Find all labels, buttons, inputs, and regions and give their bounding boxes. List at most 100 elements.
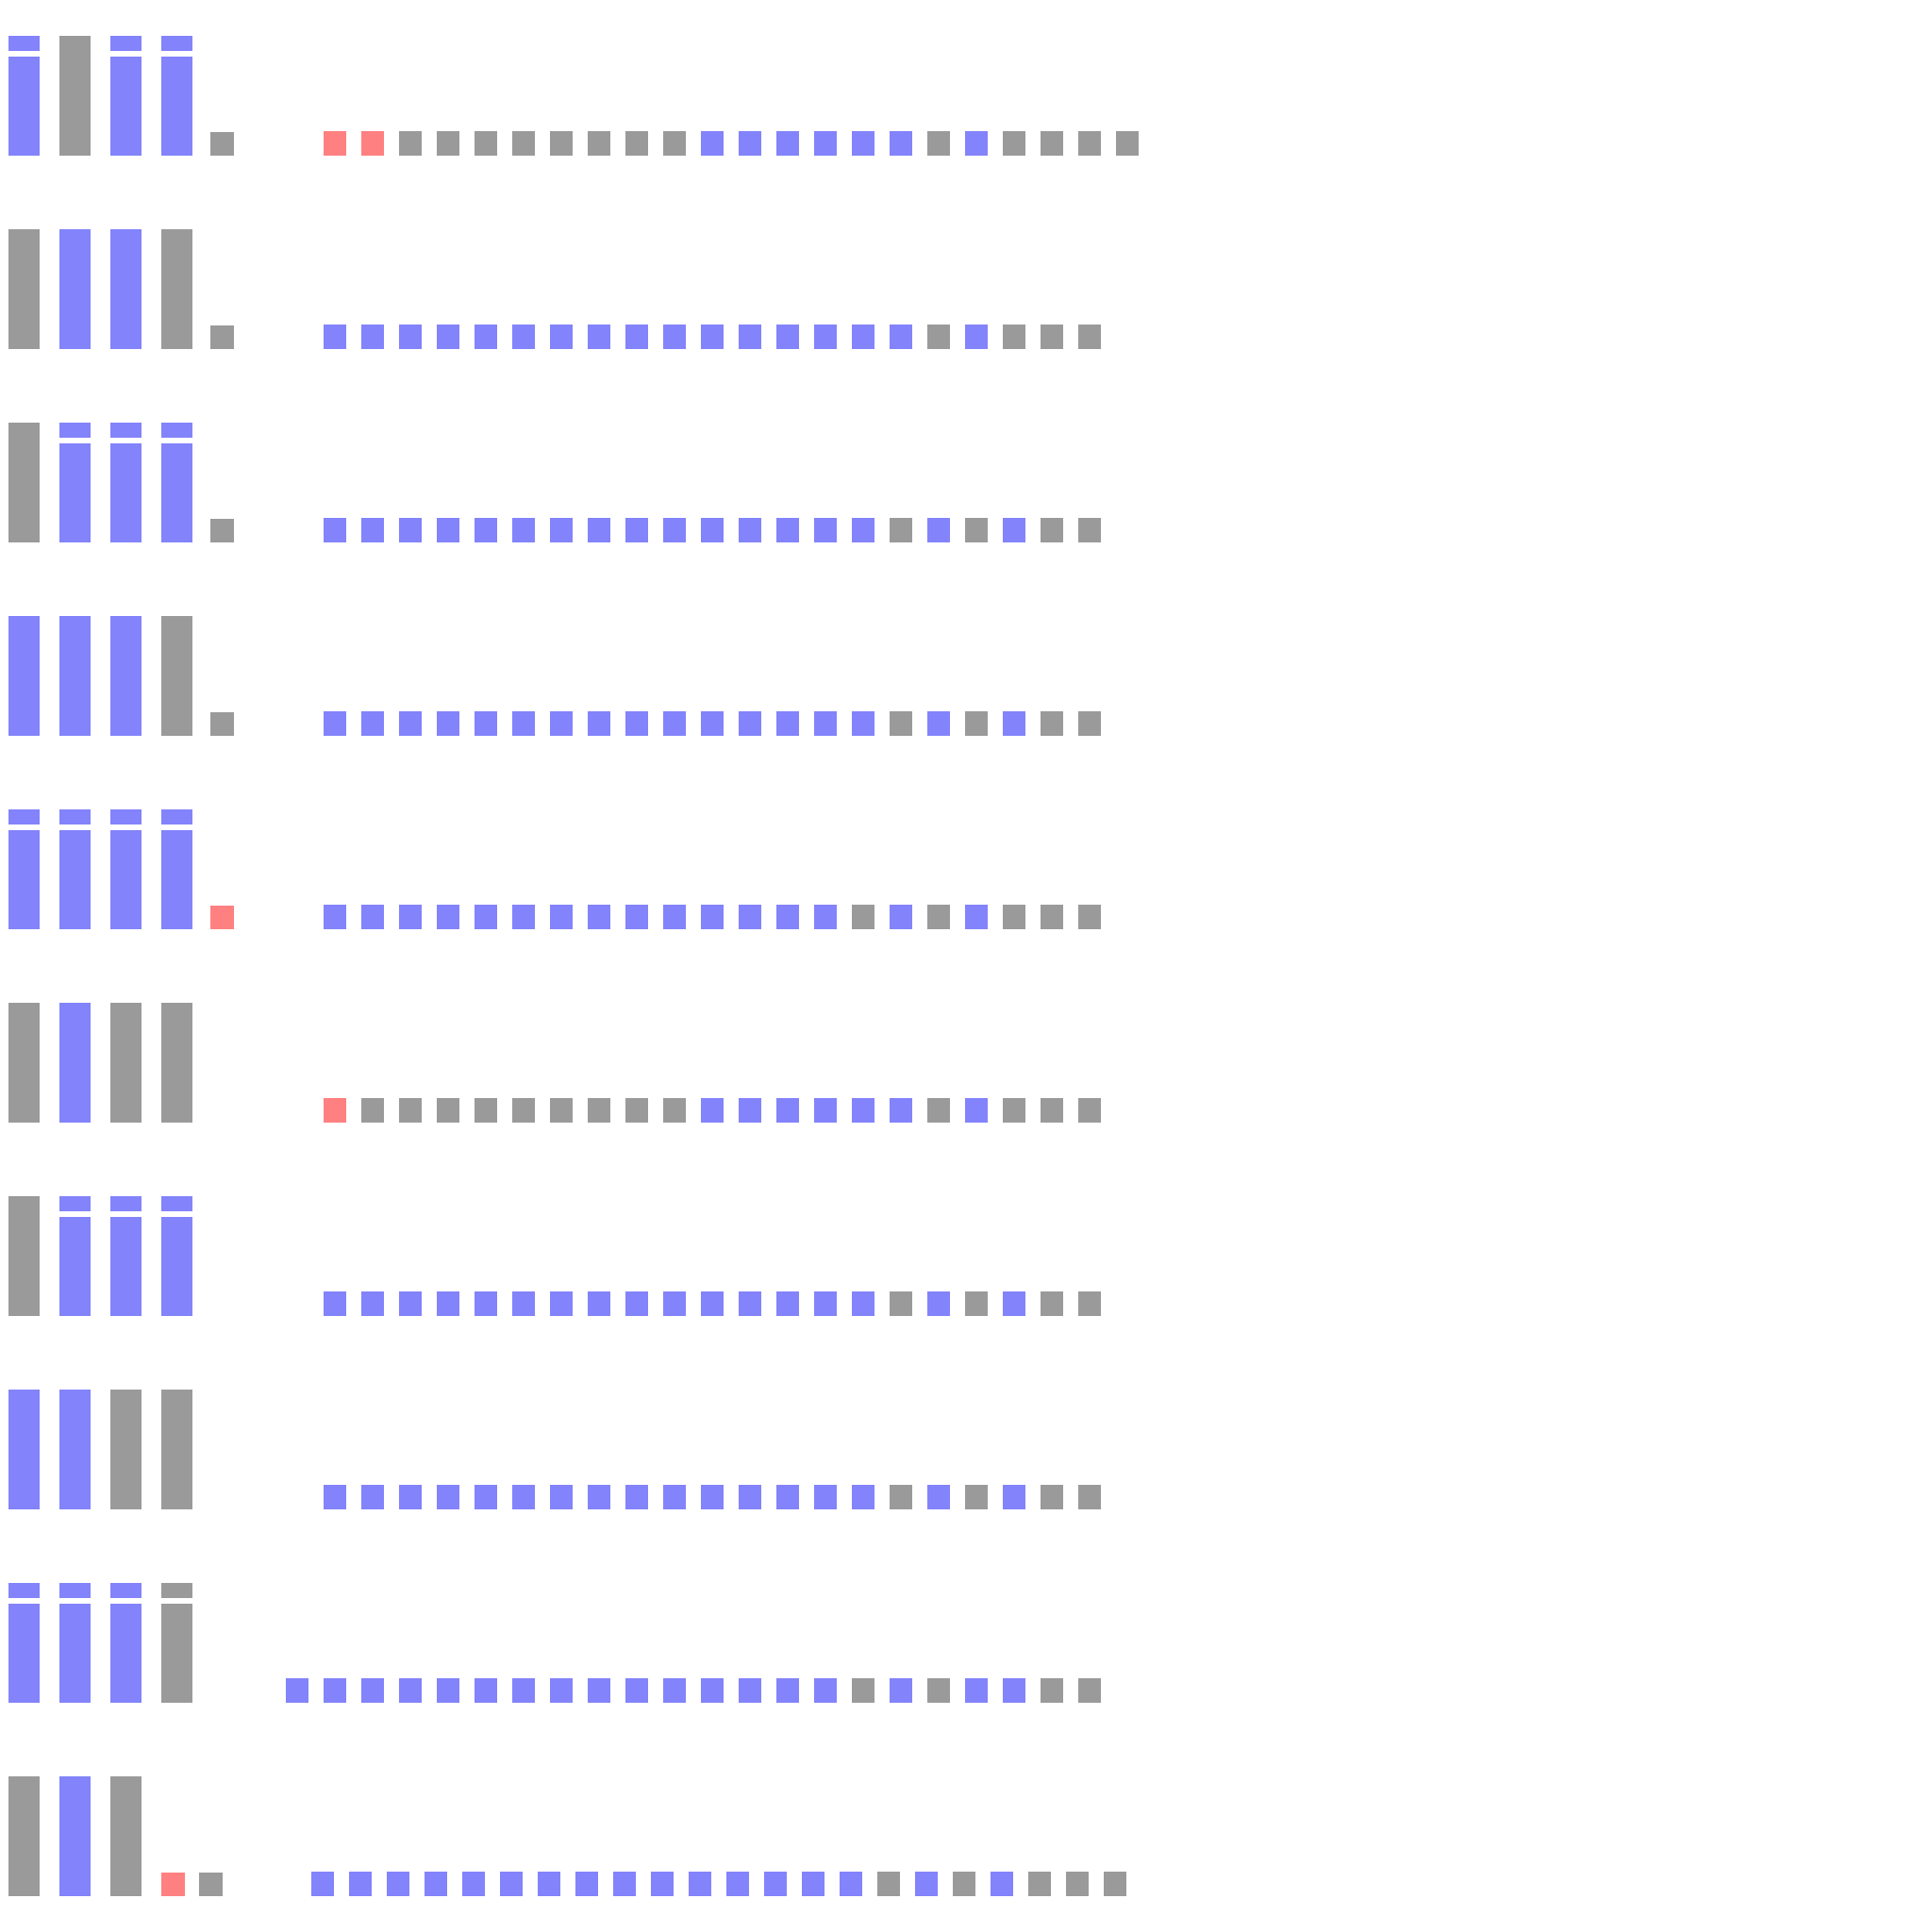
blue-dotted-bar: [59, 423, 91, 542]
blue-dot: [349, 1872, 372, 1896]
bar-cap: [110, 809, 142, 824]
blue-dot: [965, 1098, 988, 1123]
blue-dot: [965, 905, 988, 929]
blue-dotted-bar: [59, 1583, 91, 1703]
blue-dot: [399, 1291, 422, 1316]
bar-stem: [59, 1604, 91, 1703]
blue-dot: [814, 325, 837, 349]
bar-stem: [161, 1217, 192, 1316]
bar-stem: [8, 1604, 40, 1703]
blue-dot: [324, 1678, 346, 1703]
gray-dot: [890, 711, 912, 736]
blue-dot: [437, 905, 459, 929]
blue-dot: [588, 1678, 610, 1703]
gray-dot: [625, 131, 648, 156]
blue-dot: [991, 1872, 1013, 1896]
blue-dot: [512, 1485, 535, 1509]
blue-dot: [890, 1678, 912, 1703]
gray-bar: [161, 1390, 192, 1509]
blue-dot: [965, 131, 988, 156]
blue-dot: [814, 711, 837, 736]
blue-dot: [890, 131, 912, 156]
blue-dot: [776, 1485, 799, 1509]
blue-dot: [701, 325, 724, 349]
blue-dot: [814, 905, 837, 929]
blue-dotted-bar: [110, 423, 142, 542]
blue-bar: [59, 1776, 91, 1896]
gray-bar: [8, 423, 40, 542]
gray-dot: [927, 905, 950, 929]
gray-dot: [1078, 325, 1101, 349]
blue-dot: [324, 325, 346, 349]
blue-dot: [550, 1485, 573, 1509]
blue-dot: [512, 905, 535, 929]
bar-stem: [8, 423, 40, 542]
gray-bar: [110, 1390, 142, 1509]
blue-dot: [588, 711, 610, 736]
gray-bar: [110, 1003, 142, 1123]
blue-dot: [739, 518, 761, 542]
blue-dot: [625, 518, 648, 542]
blue-dotted-bar: [161, 423, 192, 542]
blue-dot: [776, 1678, 799, 1703]
gray-dot: [1041, 1485, 1063, 1509]
blue-dot: [625, 711, 648, 736]
gray-dot: [663, 131, 686, 156]
blue-dotted-bar: [110, 36, 142, 156]
glyph-row: [0, 616, 1932, 748]
gray-dot: [1041, 711, 1063, 736]
bar-stem: [59, 36, 91, 156]
gray-dot: [1078, 905, 1101, 929]
blue-dot: [475, 905, 497, 929]
blue-dot: [739, 131, 761, 156]
blue-dot: [588, 518, 610, 542]
blue-dot: [399, 518, 422, 542]
blue-dot: [701, 518, 724, 542]
gray-dot: [1041, 1291, 1063, 1316]
blue-dot: [399, 711, 422, 736]
blue-dot: [814, 1291, 837, 1316]
bar-stem: [8, 1003, 40, 1123]
blue-dotted-bar: [161, 36, 192, 156]
blue-bar: [59, 1003, 91, 1123]
gray-dot: [965, 711, 988, 736]
bar-cap: [161, 36, 192, 51]
gray-dot: [1078, 131, 1101, 156]
gray-bar: [8, 1196, 40, 1316]
blue-dot: [663, 518, 686, 542]
blue-dot: [776, 1291, 799, 1316]
blue-dot: [324, 1291, 346, 1316]
blue-dot: [588, 1485, 610, 1509]
blue-dot: [575, 1872, 598, 1896]
bar-stem: [59, 830, 91, 929]
blue-dot: [852, 131, 874, 156]
blue-dot: [852, 1485, 874, 1509]
gray-dot: [588, 1098, 610, 1123]
glyph-row: [0, 1196, 1932, 1328]
blue-dot: [739, 325, 761, 349]
gray-bar: [161, 229, 192, 349]
bar-stem: [8, 1776, 40, 1896]
gray-dot: [1066, 1872, 1089, 1896]
blue-dot: [739, 1291, 761, 1316]
bar-stem: [59, 1776, 91, 1896]
gray-dot: [1078, 1098, 1101, 1123]
bar-cap: [161, 423, 192, 438]
blue-dot: [852, 711, 874, 736]
blue-dotted-bar: [8, 1583, 40, 1703]
blue-dot: [324, 1485, 346, 1509]
bar-stem: [161, 57, 192, 156]
blue-dot: [764, 1872, 787, 1896]
gray-dot: [550, 1098, 573, 1123]
bar-stem: [110, 443, 142, 542]
blue-bar: [59, 616, 91, 736]
gray-dot: [625, 1098, 648, 1123]
blue-dot: [625, 1291, 648, 1316]
blue-dot: [726, 1872, 749, 1896]
blue-dot: [588, 905, 610, 929]
gray-dot: [1116, 131, 1139, 156]
bar-stem: [161, 1390, 192, 1509]
gray-dot: [927, 1678, 950, 1703]
gray-dot: [965, 518, 988, 542]
gray-bar: [161, 1003, 192, 1123]
